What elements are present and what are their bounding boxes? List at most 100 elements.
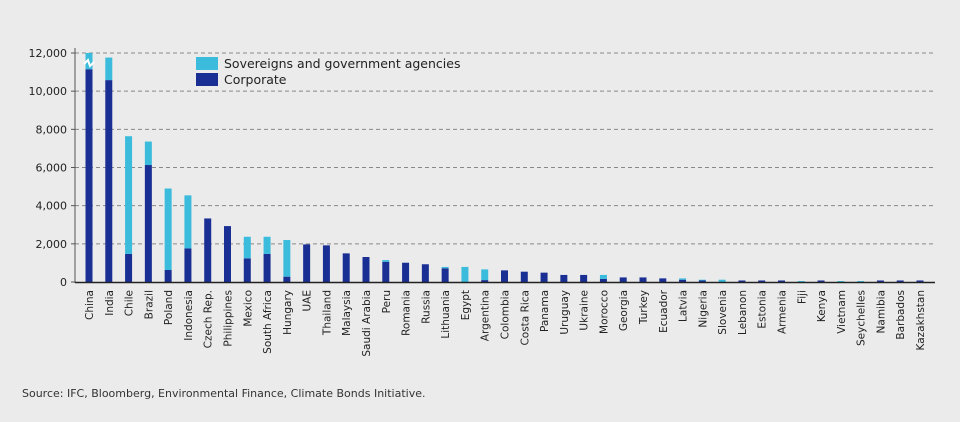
legend: Sovereigns and government agencies Corpo…: [196, 56, 460, 87]
x-tick-label: Argentina: [480, 290, 492, 341]
bar-sovereigns: [164, 188, 172, 270]
bar-corporate: [184, 248, 192, 282]
x-tick-label: Hungary: [282, 290, 294, 335]
bar-corporate: [125, 253, 133, 282]
bar-sovereigns: [797, 281, 805, 282]
x-tick-label: Ecuador: [658, 289, 670, 333]
x-tick-label: Barbados: [895, 290, 907, 340]
bar-corporate: [540, 272, 548, 282]
bar-corporate: [758, 280, 766, 282]
x-tick-label: Georgia: [618, 290, 630, 331]
bar-corporate: [243, 258, 251, 282]
bar-corporate: [778, 280, 785, 282]
x-tick-label: China: [84, 290, 96, 320]
bar-sovereigns: [243, 236, 251, 259]
x-tick-label: Thailand: [321, 290, 333, 336]
bar-corporate: [164, 269, 172, 282]
x-tick-label: UAE: [302, 290, 314, 312]
source-note: Source: IFC, Bloomberg, Environmental Fi…: [22, 387, 426, 400]
bar-sovereigns: [481, 269, 489, 281]
x-tick-label: Lebanon: [737, 290, 749, 335]
x-tick-label: Kenya: [816, 290, 828, 322]
x-tick-label: Romania: [401, 290, 413, 336]
bar-sovereigns: [837, 281, 845, 282]
x-tick-label: Czech Rep.: [203, 290, 215, 348]
x-tick-label: Morocco: [598, 290, 610, 334]
bar-corporate: [144, 165, 152, 282]
y-tick-label: 8,000: [36, 123, 68, 136]
bar-corporate: [342, 253, 350, 282]
x-tick-label: Malaysia: [341, 290, 353, 336]
bar-corporate: [322, 245, 330, 282]
x-tick-label: Poland: [163, 290, 175, 325]
x-tick-label: Uruguay: [559, 290, 571, 335]
y-tick-label: 10,000: [29, 85, 68, 98]
bar-corporate: [421, 264, 429, 282]
x-tick-label: Chile: [124, 290, 136, 316]
bar-corporate: [382, 261, 390, 282]
x-tick-label: Egypt: [460, 290, 472, 320]
legend-swatch-corporate: [196, 73, 218, 86]
bar-sovereigns: [263, 236, 271, 254]
x-tick-label: Peru: [381, 290, 393, 313]
bar-corporate: [520, 271, 528, 282]
bar-corporate: [560, 274, 568, 282]
bar-corporate: [85, 69, 93, 283]
x-tick-label: Fiji: [796, 290, 808, 304]
bar-corporate: [362, 257, 370, 282]
bar-corporate: [698, 280, 706, 282]
x-tick-label: Namibia: [875, 290, 887, 333]
x-tick-label: Nigeria: [697, 290, 709, 328]
bar-sovereigns: [698, 279, 706, 281]
bar-corporate: [224, 226, 231, 282]
x-tick-label: Brazil: [143, 290, 155, 319]
bar-corporate: [263, 253, 271, 282]
bar-corporate: [204, 218, 212, 282]
x-tick-label: Armenia: [777, 290, 789, 334]
x-tick-label: Indonesia: [183, 290, 195, 341]
x-tick-label: Panama: [539, 290, 551, 332]
y-axis-ticks: 0 2,000 4,000 6,000 8,000 10,000 12,000: [29, 47, 75, 289]
bar-corporate: [580, 274, 588, 282]
bar-corporate: [441, 268, 449, 282]
x-tick-label: Costa Rica: [519, 290, 531, 346]
bar-corporate: [501, 270, 508, 282]
bar-corporate: [876, 280, 884, 282]
bar-sovereigns: [857, 281, 865, 282]
bar-sovereigns: [599, 274, 607, 279]
x-tick-label: India: [104, 290, 116, 316]
legend-label-corporate: Corporate: [224, 72, 287, 87]
bar-corporate: [817, 280, 825, 282]
legend-swatch-sovereigns: [196, 57, 218, 70]
x-tick-label: Kazakhstan: [915, 290, 927, 351]
axis-break-mark: [83, 58, 95, 68]
x-tick-label: Mexico: [242, 290, 254, 327]
bar-sovereigns: [144, 141, 152, 166]
bar-sovereigns: [382, 260, 390, 262]
gridlines: [75, 52, 935, 245]
bar-sovereigns: [105, 57, 113, 81]
bar-sovereigns: [441, 266, 449, 269]
y-tick-label: 4,000: [36, 200, 68, 213]
x-tick-label: Saudi Arabia: [361, 290, 373, 357]
bar-sovereigns: [125, 136, 133, 254]
bar-corporate: [916, 280, 924, 282]
bar-sovereigns: [679, 278, 687, 280]
x-tick-label: Seychelles: [856, 290, 868, 346]
y-tick-label: 6,000: [36, 162, 68, 175]
bar-corporate: [738, 280, 746, 282]
bar-corporate: [659, 278, 667, 282]
bar-corporate: [639, 277, 647, 282]
y-tick-label: 2,000: [36, 238, 68, 251]
x-tick-label: Estonia: [757, 290, 769, 329]
bar-corporate: [303, 244, 311, 282]
bar-corporate: [481, 280, 489, 282]
x-tick-label: Russia: [420, 290, 432, 324]
bars: [83, 53, 924, 283]
bar-sovereigns: [283, 240, 291, 277]
x-tick-label: Latvia: [678, 290, 690, 322]
x-tick-label: Turkey: [638, 290, 650, 325]
x-tick-label: South Africa: [262, 290, 274, 354]
x-axis-labels: China India Chile Brazil Poland Indonesia Czec…: [84, 289, 927, 356]
x-tick-label: Slovenia: [717, 290, 729, 335]
